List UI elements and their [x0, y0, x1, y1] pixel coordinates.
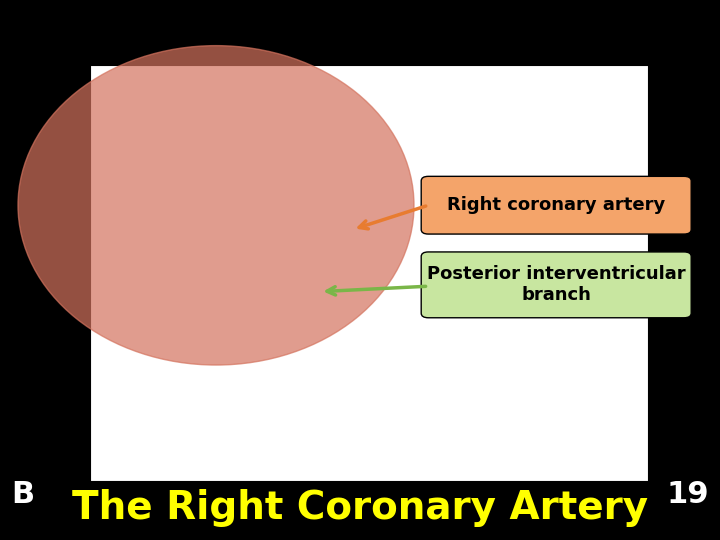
FancyBboxPatch shape — [421, 177, 691, 234]
Text: Right coronary artery: Right coronary artery — [447, 196, 665, 214]
Text: B: B — [11, 480, 34, 509]
Text: Posterior interventricular
branch: Posterior interventricular branch — [427, 266, 685, 304]
FancyBboxPatch shape — [421, 252, 691, 318]
Ellipse shape — [18, 45, 414, 365]
Text: The Right Coronary Artery: The Right Coronary Artery — [72, 489, 648, 528]
Text: 19: 19 — [667, 480, 709, 509]
